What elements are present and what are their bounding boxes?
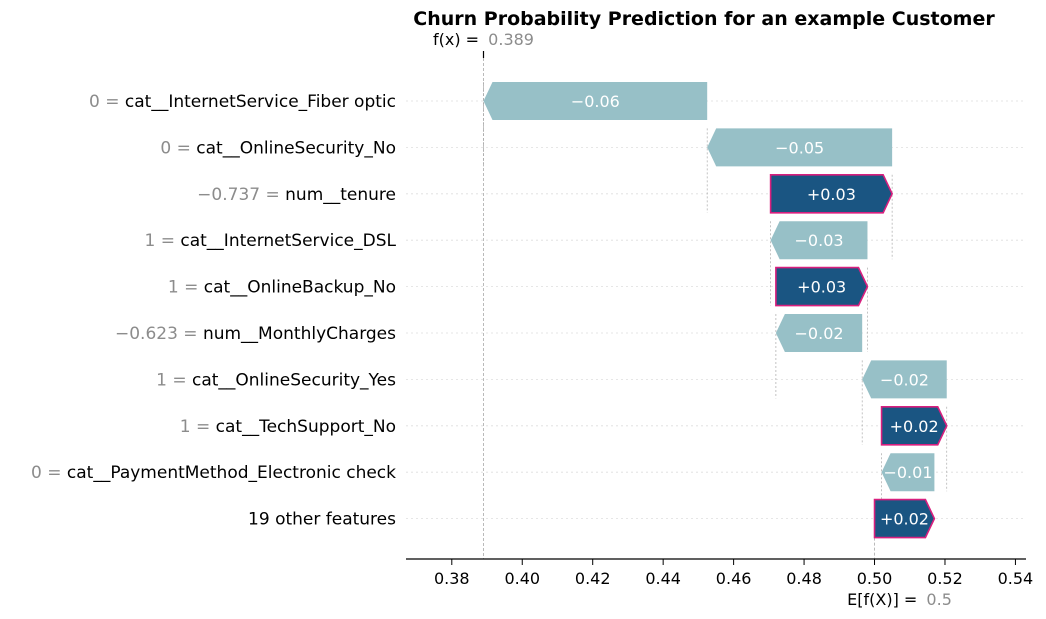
bar-value-label: −0.03	[795, 231, 844, 250]
feature-value: −0.737 =	[197, 185, 285, 205]
fx-label: f(x) =	[433, 30, 479, 49]
feature-value: 1 =	[156, 370, 192, 390]
feature-label: 1 = cat__InternetService_DSL	[145, 231, 397, 251]
feature-value: 1 =	[180, 417, 216, 437]
feature-value: 0 =	[31, 463, 67, 483]
bar-value-label: −0.01	[883, 463, 932, 482]
expected-value-annotation: E[f(X)] = 0.5	[847, 590, 952, 609]
x-tick-label: 0.40	[504, 569, 540, 588]
contribution-bars: −0.06 −0.05 +0.03 −0.03 +0.03 −0.02 −0.02 +0.02…	[483, 82, 948, 539]
contribution-bar	[862, 360, 947, 399]
feature-name: cat__OnlineSecurity_Yes	[192, 370, 396, 390]
contribution-bar	[880, 405, 948, 446]
bar-value-label: −0.06	[571, 92, 620, 111]
feature-label: 1 = cat__TechSupport_No	[180, 417, 396, 437]
x-tick-label: 0.54	[998, 569, 1034, 588]
expected-value: 0.5	[926, 590, 951, 609]
contribution-bar	[769, 174, 894, 214]
x-tick-label: 0.38	[434, 569, 470, 588]
x-tick-label: 0.50	[857, 569, 893, 588]
x-tick-label: 0.48	[786, 569, 822, 588]
guide-lines	[482, 51, 948, 559]
feature-name: num__tenure	[285, 185, 396, 205]
contribution-bar	[483, 82, 708, 120]
feature-value: −0.623 =	[115, 324, 203, 344]
feature-label: −0.737 = num__tenure	[197, 185, 396, 205]
x-tick-label: 0.42	[575, 569, 611, 588]
x-tick-label: 0.46	[716, 569, 752, 588]
feature-value: 0 =	[89, 92, 125, 112]
bar-value-label: −0.02	[880, 370, 929, 389]
feature-label: 0 = cat__PaymentMethod_Electronic check	[31, 463, 396, 483]
feature-label: 19 other features	[248, 510, 396, 530]
feature-label: 1 = cat__OnlineBackup_No	[168, 278, 396, 298]
feature-label: −0.623 = num__MonthlyCharges	[115, 324, 396, 344]
feature-name: cat__OnlineBackup_No	[204, 278, 396, 298]
contribution-bar	[770, 221, 868, 260]
fx-annotation: f(x) = 0.389	[433, 30, 534, 49]
feature-value: 0 =	[160, 138, 196, 158]
x-axis-ticks: 0.38 0.40 0.42 0.44 0.46 0.48 0.50 0.52 0.54	[434, 559, 1033, 588]
feature-name: cat__PaymentMethod_Electronic check	[67, 463, 396, 483]
bar-value-label: +0.03	[807, 185, 856, 204]
feature-name: cat__OnlineSecurity_No	[196, 138, 396, 158]
contribution-bar	[881, 453, 935, 492]
feature-value: 1 =	[168, 278, 204, 298]
expected-label: E[f(X)] =	[847, 590, 917, 609]
feature-name: 19 other features	[248, 510, 396, 530]
chart-title: Churn Probability Prediction for an exam…	[413, 8, 995, 30]
x-tick-label: 0.44	[645, 569, 681, 588]
feature-label: 1 = cat__OnlineSecurity_Yes	[156, 370, 396, 390]
contribution-bar	[775, 314, 863, 352]
feature-name: cat__InternetService_DSL	[180, 231, 396, 251]
contribution-bar	[873, 498, 936, 539]
feature-label: 0 = cat__InternetService_Fiber optic	[89, 92, 396, 112]
feature-label: 0 = cat__OnlineSecurity_No	[160, 138, 396, 158]
bar-value-label: +0.02	[890, 417, 939, 436]
feature-name: cat__InternetService_Fiber optic	[125, 92, 396, 112]
bar-value-label: −0.05	[775, 138, 824, 157]
bar-value-label: +0.02	[880, 510, 929, 529]
bar-value-label: +0.03	[797, 278, 846, 297]
contribution-bar	[775, 266, 869, 307]
feature-value: 1 =	[145, 231, 181, 251]
bar-value-label: −0.02	[795, 324, 844, 343]
fx-value: 0.389	[488, 30, 534, 49]
contribution-bar	[707, 128, 893, 167]
feature-name: num__MonthlyCharges	[203, 324, 396, 344]
x-tick-label: 0.52	[927, 569, 963, 588]
feature-name: cat__TechSupport_No	[216, 417, 396, 437]
